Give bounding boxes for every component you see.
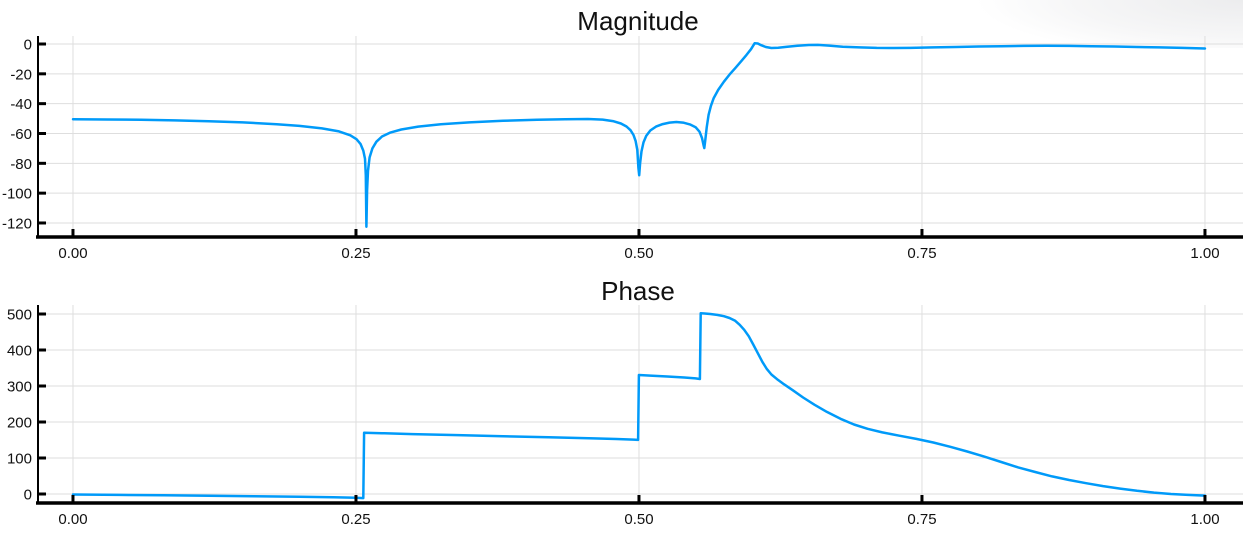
magnitude-chart: 0.00 0.25 0.50 0.75 1.00 0 -20 -40 -60 -80 -100 -12…: [2, 6, 1243, 262]
x-tick-label: 0.25: [341, 245, 370, 262]
y-tick-label: -40: [10, 96, 32, 113]
x-tick-label: 0.50: [624, 245, 653, 262]
chart-title: Magnitude: [577, 6, 698, 36]
chart-title: Phase: [601, 276, 675, 306]
y-tick-label: 0: [24, 487, 32, 504]
x-tick-label: 1.00: [1190, 511, 1219, 528]
x-tick-label: 0.75: [907, 245, 936, 262]
x-tick-label: 0.25: [341, 511, 370, 528]
y-tick-label: 100: [7, 451, 32, 468]
phase-response-deg-line: [71, 312, 1207, 500]
x-tick-label: 0.50: [624, 511, 653, 528]
y-tick-label: 300: [7, 379, 32, 396]
y-tick-label: -120: [2, 215, 32, 232]
magnitude-response-dB-line: [71, 41, 1207, 228]
y-tick-label: -20: [10, 66, 32, 83]
y-tick-label: -80: [10, 156, 32, 173]
y-tick-label: 500: [7, 307, 32, 324]
y-tick-label: -60: [10, 126, 32, 143]
x-tick-label: 0.00: [58, 245, 87, 262]
y-tick-label: 400: [7, 343, 32, 360]
phase-chart: 0.00 0.25 0.50 0.75 1.00 500 400 300 200 100 0 Phas…: [7, 276, 1243, 528]
x-tick-label: 0.00: [58, 511, 87, 528]
y-tick-label: 0: [24, 36, 32, 53]
x-tick-label: 1.00: [1190, 245, 1219, 262]
y-tick-label: -100: [2, 186, 32, 203]
y-tick-label: 200: [7, 415, 32, 432]
x-tick-label: 0.75: [907, 511, 936, 528]
